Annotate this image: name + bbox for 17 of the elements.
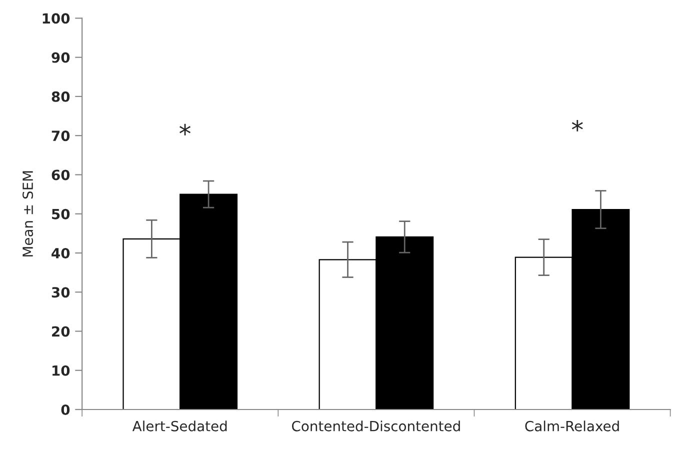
annotation: * <box>180 124 191 136</box>
y-tick-label: 40 <box>52 248 70 258</box>
annotation: * <box>572 120 583 132</box>
y-tick-label: 60 <box>52 170 70 180</box>
y-tick-label: 80 <box>52 91 70 102</box>
y-tick-label: 70 <box>52 130 70 142</box>
y-tick-label: 50 <box>52 208 70 220</box>
y-tick-label: 20 <box>52 326 70 337</box>
y-tick-label: 30 <box>52 287 70 298</box>
y-tick-label: 100 <box>42 13 70 24</box>
y-tick-label: 90 <box>52 52 70 63</box>
x-tick-label: Alert-Sedated <box>132 420 227 432</box>
y-tick-label: 0 <box>61 404 70 415</box>
x-tick-label: Calm-Relaxed <box>525 420 619 432</box>
y-axis-title: Mean ± SEM <box>22 171 34 256</box>
y-tick-label: 10 <box>52 365 70 376</box>
x-tick-label: Contented-Discontented <box>292 420 460 432</box>
